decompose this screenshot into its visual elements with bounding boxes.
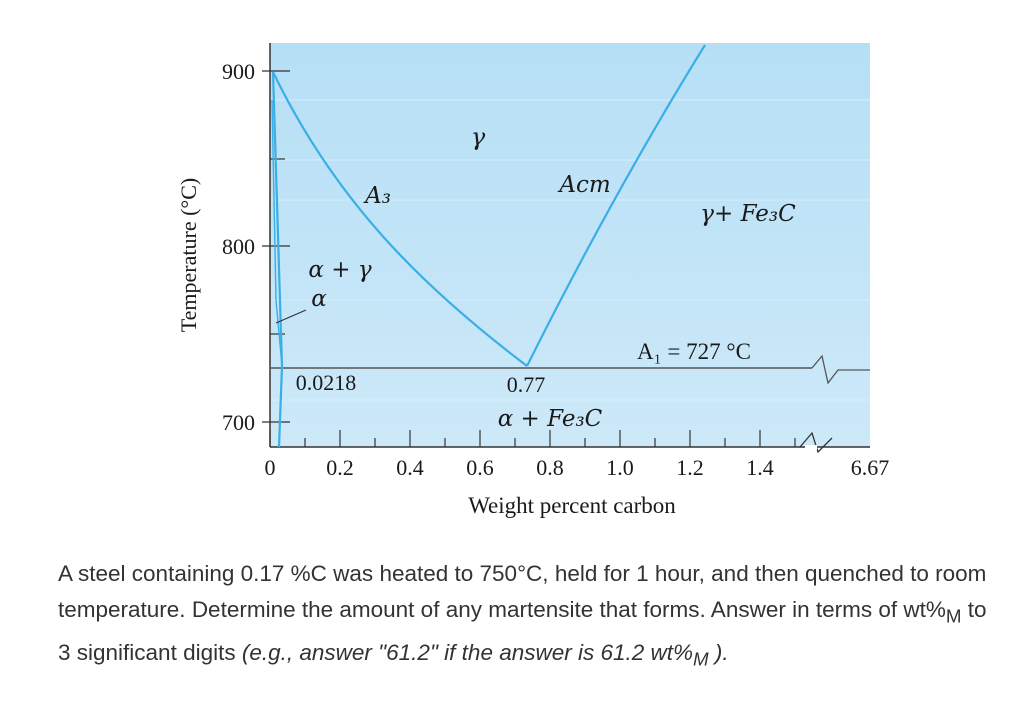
alpha-leader-line [275, 309, 307, 324]
question-example-text: (e.g., answer "61.2" if the answer is 61… [241, 639, 694, 665]
x-tick-6-67: 6.67 [851, 455, 890, 480]
label-a1: A₁ = 727 °C [637, 339, 751, 364]
plot-grid [270, 99, 870, 401]
y-tick-700: 700 [222, 410, 255, 435]
x-tick-1-4: 1.4 [746, 455, 774, 480]
x-tick-1-0: 1.0 [606, 455, 634, 480]
question-example-end: ). [708, 639, 729, 665]
a3-line [272, 71, 528, 367]
x-tick-1-2: 1.2 [676, 455, 704, 480]
region-alpha: α [311, 286, 327, 312]
region-alpha-fe3c: α + Fe₃C [498, 406, 603, 432]
x-tick-0: 0 [265, 455, 276, 480]
x-axis-break-marker [799, 431, 833, 454]
label-0-77: 0.77 [507, 372, 546, 397]
question-text: A steel containing 0.17 %C was heated to… [58, 556, 998, 677]
ferrite-boundary-line [271, 99, 283, 367]
label-acm: Acm [557, 172, 610, 198]
x-axis-title: Weight percent carbon [468, 493, 676, 518]
x-axis-ticks [269, 430, 796, 447]
y-tick-800: 800 [222, 234, 255, 259]
question-example-subscript-m: M [693, 648, 709, 669]
label-a3: A₃ [363, 183, 391, 209]
label-0-0218: 0.0218 [296, 370, 357, 395]
x-tick-0-4: 0.4 [396, 455, 424, 480]
x-tick-0-6: 0.6 [466, 455, 494, 480]
question-subscript-m: M [945, 605, 962, 627]
x-tick-0-8: 0.8 [536, 455, 564, 480]
region-alpha-gamma: α + γ [308, 257, 371, 283]
acm-line [526, 44, 706, 367]
region-gamma-fe3c: γ+ Fe₃C [700, 201, 796, 227]
y-tick-900: 900 [222, 59, 255, 84]
y-axis-title: Temperature (°C) [176, 178, 201, 332]
a1-break-marker [811, 354, 870, 385]
question-mid-text: to 3 significant digits [58, 597, 987, 665]
x-tick-0-2: 0.2 [326, 455, 354, 480]
plot-area [270, 43, 870, 447]
fe-c-phase-diagram: 900 800 700 0 0.2 0.4 0.6 0.8 1.0 1.2 1.… [176, 43, 890, 518]
region-gamma: γ [471, 123, 486, 151]
question-main-text: A steel containing 0.17 %C was heated to… [58, 561, 987, 622]
